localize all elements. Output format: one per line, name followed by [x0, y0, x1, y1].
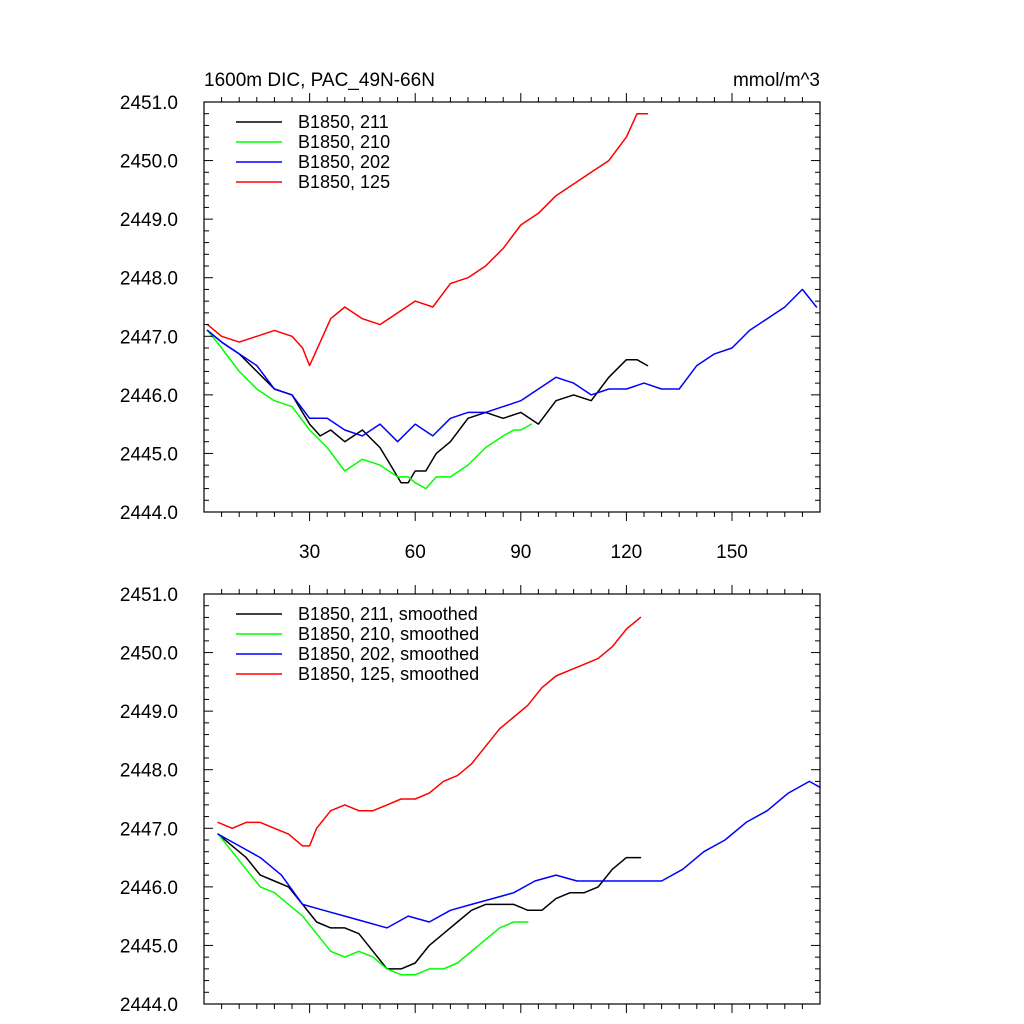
x-tick-label: 30 — [299, 542, 320, 563]
legend-entry: B1850, 210 — [298, 132, 390, 152]
series-group — [217, 616, 821, 976]
units-label: mmol/m^3 — [733, 70, 820, 91]
series-line-3 — [206, 112, 649, 367]
y-tick-label: 2448.0 — [120, 761, 178, 782]
top-panel: 1600m DIC, PAC_49N-66N mmol/m^3 2444.024… — [120, 70, 821, 563]
series-line-3 — [217, 616, 642, 847]
chart-title: 1600m DIC, PAC_49N-66N — [204, 70, 435, 91]
plot-frame — [203, 101, 821, 513]
legend-entry: B1850, 211 — [298, 112, 389, 132]
series-line-0 — [217, 833, 642, 970]
legend-entry: B1850, 211, smoothed — [298, 604, 478, 624]
bottom-panel: 2444.0 2445.0 2446.0 2447.0 2448.0 2449.0 2450… — [120, 585, 821, 1016]
legend-entry: B1850, 202, smoothed — [298, 644, 479, 664]
x-tick-label: 150 — [716, 542, 748, 563]
series-line-2 — [217, 780, 821, 929]
y-tick-label: 2451.0 — [120, 93, 178, 114]
y-tick-label: 2449.0 — [120, 210, 178, 231]
y-tick-label: 2448.0 — [120, 269, 178, 290]
x-tick-label: 120 — [611, 542, 643, 563]
x-tick-label: 90 — [510, 542, 531, 563]
series-line-0 — [206, 329, 649, 484]
y-tick-label: 2449.0 — [120, 702, 178, 723]
y-tick-label: 2444.0 — [120, 503, 178, 524]
y-tick-label: 2450.0 — [120, 152, 178, 173]
legend-entry: B1850, 125, smoothed — [298, 664, 479, 684]
y-tick-label: 2446.0 — [120, 878, 178, 899]
x-tick-label: 60 — [405, 542, 426, 563]
y-tick-label: 2447.0 — [120, 819, 178, 840]
series-group — [206, 112, 818, 490]
y-tick-label: 2450.0 — [120, 644, 178, 665]
y-tick-label: 2451.0 — [120, 585, 178, 606]
y-tick-label: 2444.0 — [120, 995, 178, 1016]
y-tick-label: 2447.0 — [120, 327, 178, 348]
plot-frame — [203, 593, 821, 1005]
series-line-1 — [217, 833, 529, 976]
y-tick-label: 2446.0 — [120, 386, 178, 407]
ticks-group: 2444.0 2445.0 2446.0 2447.0 2448.0 2449.0 2450… — [120, 585, 820, 1016]
series-line-1 — [206, 329, 533, 490]
legend-entry: B1850, 210, smoothed — [298, 624, 479, 644]
series-line-2 — [206, 288, 818, 443]
legend-entry: B1850, 125 — [298, 172, 390, 192]
ticks-group: 2444.0 2445.0 2446.0 2447.0 2448.0 2449.0 2450… — [120, 93, 820, 563]
legend-entry: B1850, 202 — [298, 152, 390, 172]
y-tick-label: 2445.0 — [120, 444, 178, 465]
y-tick-label: 2445.0 — [120, 936, 178, 957]
